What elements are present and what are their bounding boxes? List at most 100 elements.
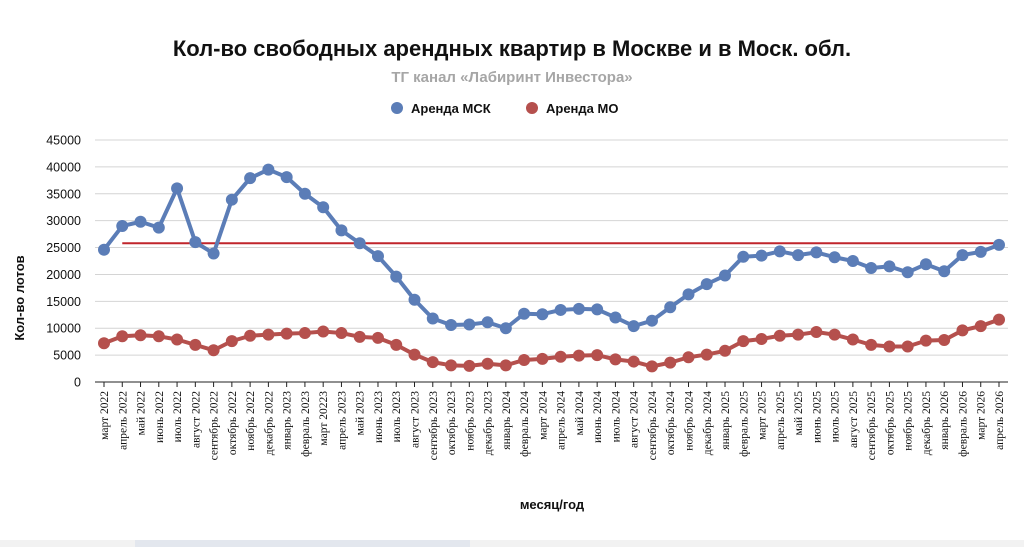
x-tick-label: июль 2022 [172,391,184,443]
x-axis-title: месяц/год [520,497,585,512]
data-point-msk [828,251,841,264]
data-point-mo [846,333,859,346]
x-tick-label: февраль 2024 [519,391,531,457]
data-point-mo [919,334,932,347]
data-point-msk [792,249,805,262]
data-point-mo [518,353,531,366]
bottom-scrollbar-thumb[interactable] [135,540,470,547]
data-point-mo [116,330,129,343]
y-tick-label: 10000 [46,322,81,336]
data-point-mo [335,327,348,340]
data-point-msk [335,224,348,237]
x-tick-label: апрель 2026 [994,391,1006,450]
data-point-msk [134,215,147,228]
data-point-msk [262,163,275,176]
data-point-mo [390,338,403,351]
chart-subtitle: ТГ канал «Лабиринт Инвестора» [391,69,632,86]
x-tick-label: сентябрь 2023 [428,391,440,461]
x-tick-label: апрель 2023 [336,391,348,450]
data-point-mo [171,333,184,346]
legend-marker-msk [391,102,403,114]
x-axis-ticks: март 2022 апрель 2022 май 2022 июнь 2022 июл… [99,382,1006,460]
chart-title: Кол-во свободных арендных квартир в Моск… [173,36,851,61]
data-point-mo [883,340,896,353]
data-point-mo [244,329,257,342]
data-point-msk [901,266,914,279]
data-point-msk [189,236,202,249]
data-point-msk [846,255,859,267]
x-tick-label: март 2024 [537,391,549,440]
data-point-mo [609,353,622,366]
y-axis-title: Кол-во лотов [12,255,27,340]
series-layer [98,163,1005,373]
data-point-mo [189,338,202,351]
x-tick-label: май 2022 [136,391,148,436]
x-tick-label: май 2024 [574,391,586,436]
x-tick-label: ноябрь 2024 [683,391,695,451]
y-tick-label: 25000 [46,241,81,255]
x-tick-label: март 20223 [318,391,330,446]
x-tick-label: октябрь 2024 [665,391,677,455]
data-point-msk [664,301,677,314]
data-point-msk [737,250,750,263]
data-point-mo [901,340,914,353]
x-tick-label: июнь 2023 [373,391,385,443]
legend-marker-mo [526,102,538,114]
data-point-mo [993,313,1005,326]
data-point-msk [426,312,439,325]
data-point-mo [481,357,494,370]
data-point-msk [98,243,110,256]
data-point-mo [700,348,713,361]
x-tick-label: декабрь 2023 [483,391,495,455]
x-tick-label: апрель 2024 [556,391,568,450]
y-tick-label: 45000 [46,134,81,148]
data-point-msk [463,318,476,331]
x-tick-label: июнь 2025 [811,391,823,443]
data-point-msk [609,311,622,324]
x-tick-label: сентябрь 2024 [647,391,659,461]
legend-label-mo: Аренда МО [546,101,618,116]
x-tick-label: июнь 2022 [154,391,166,443]
data-point-msk [207,247,220,260]
data-point-msk [883,260,896,273]
data-point-msk [682,288,695,301]
data-point-mo [426,356,439,369]
data-point-mo [262,328,275,341]
data-point-msk [773,245,786,258]
data-point-mo [664,356,677,369]
x-tick-label: ноябрь 2022 [245,391,257,451]
x-tick-label: апрель 2022 [117,391,129,450]
data-point-mo [974,320,987,333]
y-tick-label: 20000 [46,268,81,282]
x-tick-label: август 2022 [190,391,202,448]
data-point-mo [317,325,330,338]
data-point-msk [225,193,238,206]
data-point-msk [810,246,823,259]
data-point-msk [554,303,567,316]
y-tick-label: 0 [74,376,81,390]
x-tick-label: сентябрь 2022 [209,391,221,461]
y-tick-label: 35000 [46,187,81,201]
data-point-msk [244,172,257,185]
data-point-mo [627,355,640,368]
data-point-msk [116,220,129,233]
data-point-msk [152,221,165,234]
x-tick-label: сентябрь 2025 [866,391,878,461]
x-tick-label: февраль 2023 [300,391,312,457]
bottom-scrollbar-track [0,540,1024,547]
data-point-msk [317,201,330,214]
data-point-mo [865,338,878,351]
data-point-mo [408,348,421,361]
data-point-mo [298,327,311,340]
data-point-mo [755,332,768,345]
x-tick-label: март 2022 [99,391,111,440]
data-point-msk [865,261,878,274]
data-point-msk [499,322,512,335]
y-tick-label: 40000 [46,160,81,174]
gridlines [95,139,1008,356]
data-point-mo [773,329,786,342]
data-point-msk [919,258,932,271]
data-point-mo [371,331,384,344]
data-point-msk [518,307,531,320]
